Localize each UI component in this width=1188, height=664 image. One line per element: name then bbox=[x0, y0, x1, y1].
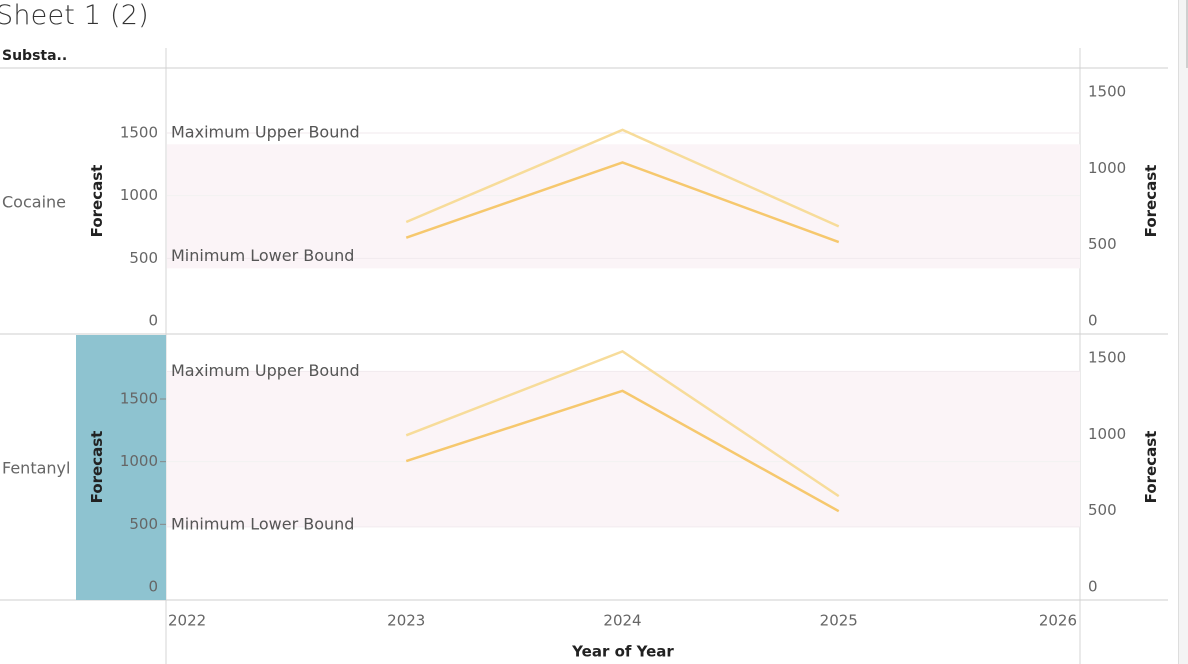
right-axis-title: Forecast bbox=[1142, 165, 1160, 238]
left-tick-label: 1500 bbox=[120, 124, 158, 142]
right-axis-title: Forecast bbox=[1142, 431, 1160, 504]
row-label: Fentanyl bbox=[2, 459, 70, 478]
forecast-band bbox=[167, 144, 1080, 269]
right-tick-label: 500 bbox=[1088, 235, 1117, 253]
lower-bound-label: Minimum Lower Bound bbox=[171, 246, 354, 265]
right-tick-label: 1000 bbox=[1088, 159, 1126, 177]
right-tick-label: 1500 bbox=[1088, 83, 1126, 101]
right-tick-label: 0 bbox=[1088, 312, 1098, 330]
left-tick-label: 1000 bbox=[120, 186, 158, 204]
forecast-band bbox=[167, 371, 1080, 527]
vertical-scrollbar[interactable] bbox=[1178, 0, 1188, 664]
left-tick-label: 1000 bbox=[120, 452, 158, 470]
left-tick-label: 500 bbox=[129, 249, 158, 267]
left-axis-title: Forecast bbox=[88, 431, 106, 504]
sheet-title: Sheet 1 (2) bbox=[0, 0, 149, 31]
upper-bound-label: Maximum Upper Bound bbox=[171, 123, 360, 142]
upper-forecast-line bbox=[405, 128, 840, 228]
left-tick-label: 500 bbox=[129, 515, 158, 533]
left-tick-label: 1500 bbox=[120, 390, 158, 408]
right-tick-label: 500 bbox=[1088, 501, 1117, 519]
row-label: Cocaine bbox=[2, 193, 66, 212]
left-tick-label: 0 bbox=[148, 578, 158, 596]
upper-forecast-line bbox=[405, 349, 840, 498]
right-tick-label: 1500 bbox=[1088, 349, 1126, 367]
x-axis-title: Year of Year bbox=[571, 643, 674, 661]
left-axis-title: Forecast bbox=[88, 165, 106, 238]
left-tick-label: 0 bbox=[148, 312, 158, 330]
forecast-line bbox=[405, 389, 840, 513]
row-highlight bbox=[76, 335, 166, 600]
x-tick-label: 2023 bbox=[387, 612, 425, 630]
substance-header[interactable]: Substa.. bbox=[2, 48, 68, 64]
x-tick-label: 2025 bbox=[820, 612, 858, 630]
x-tick-label: 2026 bbox=[1039, 612, 1077, 630]
right-tick-label: 0 bbox=[1088, 578, 1098, 596]
right-tick-label: 1000 bbox=[1088, 425, 1126, 443]
lower-bound-label: Minimum Lower Bound bbox=[171, 514, 354, 533]
x-tick-label: 2024 bbox=[603, 612, 641, 630]
scrollbar-thumb[interactable] bbox=[1186, 0, 1188, 68]
forecast-line bbox=[405, 161, 840, 244]
upper-bound-label: Maximum Upper Bound bbox=[171, 361, 360, 380]
x-tick-label: 2022 bbox=[168, 612, 206, 630]
